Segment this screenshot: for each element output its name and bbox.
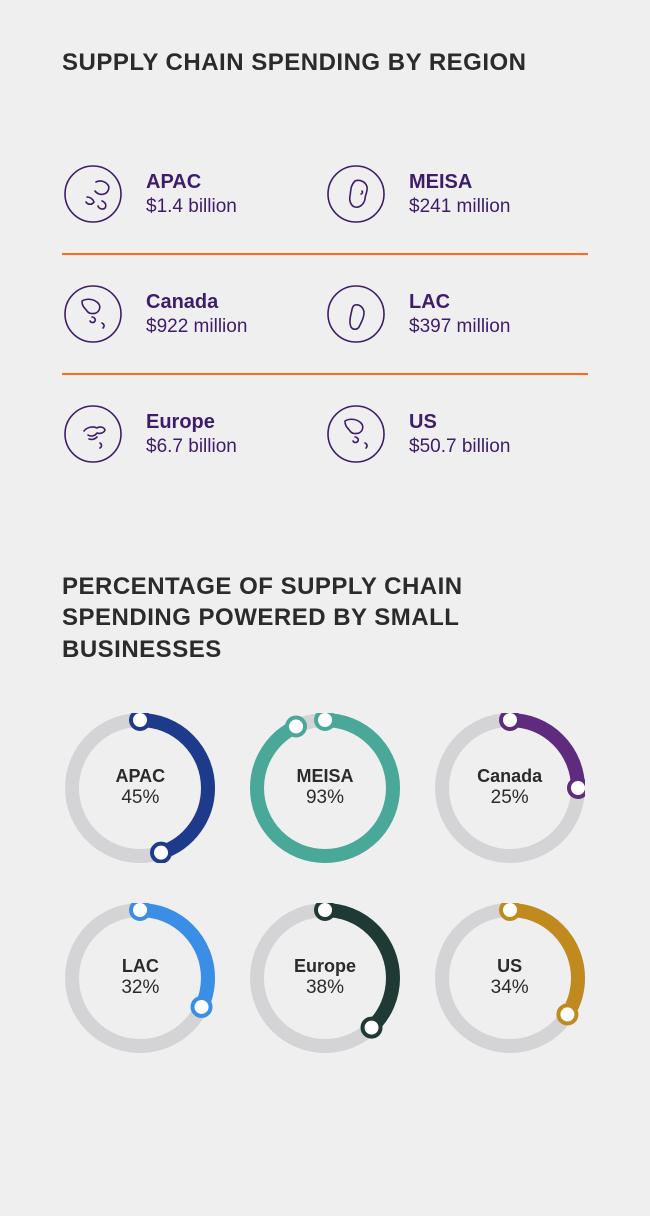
donut-chart: MEISA 93% <box>250 713 400 863</box>
region-canada: Canada $922 million <box>62 257 325 371</box>
region-meisa: MEISA $241 million <box>325 137 588 251</box>
donut-meisa: MEISA 93% <box>247 713 404 863</box>
region-label: LAC <box>409 291 510 314</box>
globe-namerica-icon <box>62 283 124 345</box>
donut-apac: APAC 45% <box>62 713 219 863</box>
donut-chart: US 34% <box>435 903 585 1053</box>
region-value: $397 million <box>409 316 510 338</box>
donut-chart: LAC 32% <box>65 903 215 1053</box>
divider <box>62 373 588 375</box>
globe-africa-icon <box>325 163 387 225</box>
donut-label: Europe <box>294 956 356 977</box>
regions-grid: APAC $1.4 billion MEISA $241 million Can… <box>62 137 588 491</box>
section-title-percentage: PERCENTAGE OF SUPPLY CHAIN SPENDING POWE… <box>62 571 492 665</box>
donut-label: US <box>497 956 522 977</box>
donut-chart: Europe 38% <box>250 903 400 1053</box>
donut-europe: Europe 38% <box>247 903 404 1053</box>
donut-chart: APAC 45% <box>65 713 215 863</box>
donut-value: 34% <box>491 977 529 999</box>
globe-europe-icon <box>62 403 124 465</box>
donut-value: 38% <box>306 977 344 999</box>
region-label: Europe <box>146 411 237 434</box>
donut-label: Canada <box>477 766 542 787</box>
donut-grid: APAC 45% MEISA 93% C <box>62 713 588 1053</box>
region-value: $1.4 billion <box>146 196 237 218</box>
region-us: US $50.7 billion <box>325 377 588 491</box>
donut-lac: LAC 32% <box>62 903 219 1053</box>
donut-label: MEISA <box>296 766 353 787</box>
donut-value: 45% <box>121 787 159 809</box>
donut-label: LAC <box>122 956 159 977</box>
region-label: Canada <box>146 291 247 314</box>
donut-chart: Canada 25% <box>435 713 585 863</box>
globe-namerica-icon <box>325 403 387 465</box>
region-europe: Europe $6.7 billion <box>62 377 325 491</box>
divider <box>62 253 588 255</box>
region-label: US <box>409 411 510 434</box>
region-label: APAC <box>146 171 237 194</box>
region-value: $6.7 billion <box>146 436 237 458</box>
donut-value: 93% <box>306 787 344 809</box>
section-title-spending: SUPPLY CHAIN SPENDING BY REGION <box>62 48 588 77</box>
region-value: $50.7 billion <box>409 436 510 458</box>
region-value: $241 million <box>409 196 510 218</box>
donut-value: 25% <box>491 787 529 809</box>
region-value: $922 million <box>146 316 247 338</box>
region-apac: APAC $1.4 billion <box>62 137 325 251</box>
donut-value: 32% <box>121 977 159 999</box>
globe-asia-icon <box>62 163 124 225</box>
globe-samerica-icon <box>325 283 387 345</box>
region-label: MEISA <box>409 171 510 194</box>
donut-canada: Canada 25% <box>431 713 588 863</box>
donut-us: US 34% <box>431 903 588 1053</box>
donut-label: APAC <box>115 766 165 787</box>
region-lac: LAC $397 million <box>325 257 588 371</box>
